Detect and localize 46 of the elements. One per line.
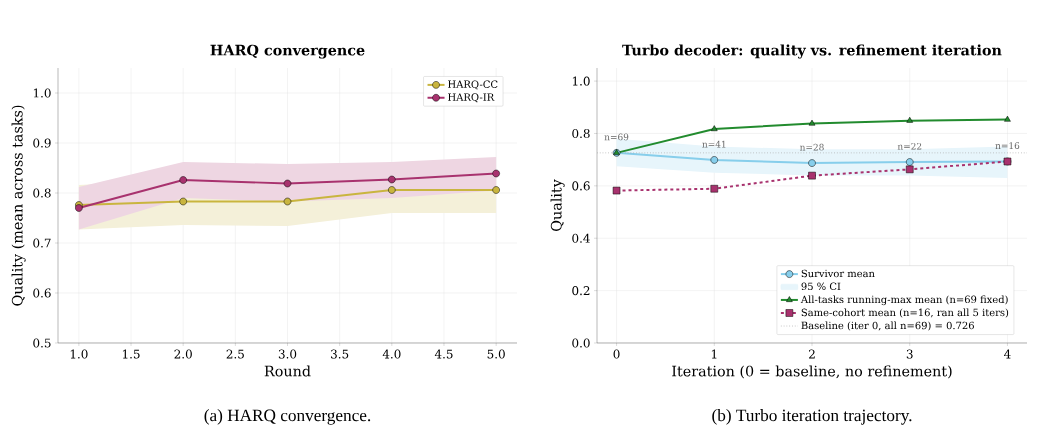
x-tick-label: 1 [711, 349, 717, 359]
legend-label: Baseline (iter 0, all n=69) = 0.726 [801, 321, 974, 331]
y-tick-label: 0.6 [572, 181, 590, 191]
y-tick-label: 0.4 [572, 233, 590, 243]
x-tick-label: 4.0 [382, 349, 401, 359]
y-tick-label: 1.0 [572, 76, 590, 86]
y-axis-title: Quality [550, 179, 565, 231]
text: (b) Turbo iteration trajectory. [712, 409, 912, 425]
x-tick-label: 1.0 [70, 349, 88, 359]
annotation: n=69 [604, 133, 629, 141]
annotation: n=41 [702, 140, 726, 148]
y-tick-label: 0.7 [33, 238, 51, 248]
x-tick-label: 3.0 [278, 349, 297, 359]
legend-label: Survivor mean [801, 269, 875, 278]
y-tick-label: 0.8 [572, 128, 590, 138]
x-tick-label: 0 [613, 349, 620, 359]
y-tick-label: 0.0 [572, 338, 590, 348]
x-axis-title: Round [264, 365, 311, 377]
x-tick-label: 2 [809, 349, 815, 359]
x-tick-label: 2.0 [174, 349, 192, 359]
x-tick-label: 2.5 [226, 349, 244, 359]
legend-label: HARQ-IR [448, 93, 495, 103]
x-tick-label: 5.0 [487, 349, 505, 359]
legend-label: HARQ-CC [448, 80, 498, 90]
legend-label: All-tasks running-max mean (n=69 fixed) [800, 295, 1008, 306]
y-tick-label: 0.8 [33, 188, 51, 198]
y-axis-title: Quality (mean across tasks) [11, 105, 26, 306]
legend-label: Same-cohort mean (n=16, ran all 5 iters) [801, 308, 1009, 318]
y-tick-label: 0.5 [33, 338, 51, 348]
annotation: n=28 [799, 143, 824, 151]
y-tick-label: 0.9 [33, 138, 51, 148]
x-tick-label: 4 [1004, 349, 1011, 359]
x-tick-label: 3 [906, 349, 913, 359]
chart-title: HARQ convergence [210, 44, 365, 59]
y-tick-label: 0.6 [33, 288, 51, 298]
y-tick-label: 1.0 [33, 88, 51, 98]
x-tick-label: 1.5 [122, 349, 140, 359]
x-tick-label: 4.5 [434, 349, 453, 359]
y-tick-label: 0.2 [572, 286, 590, 296]
chart-title: Turbo decoder: quality vs. refinement iteration [622, 44, 1002, 59]
text: (a) HARQ convergence. [204, 409, 371, 425]
annotation: 95 % CI [801, 282, 841, 291]
x-axis-title: Iteration (0 = baseline, no refinement) [672, 365, 952, 379]
annotation: n=16 [995, 142, 1020, 150]
x-tick-label: 3.5 [331, 349, 349, 359]
annotation: n=22 [897, 142, 922, 150]
